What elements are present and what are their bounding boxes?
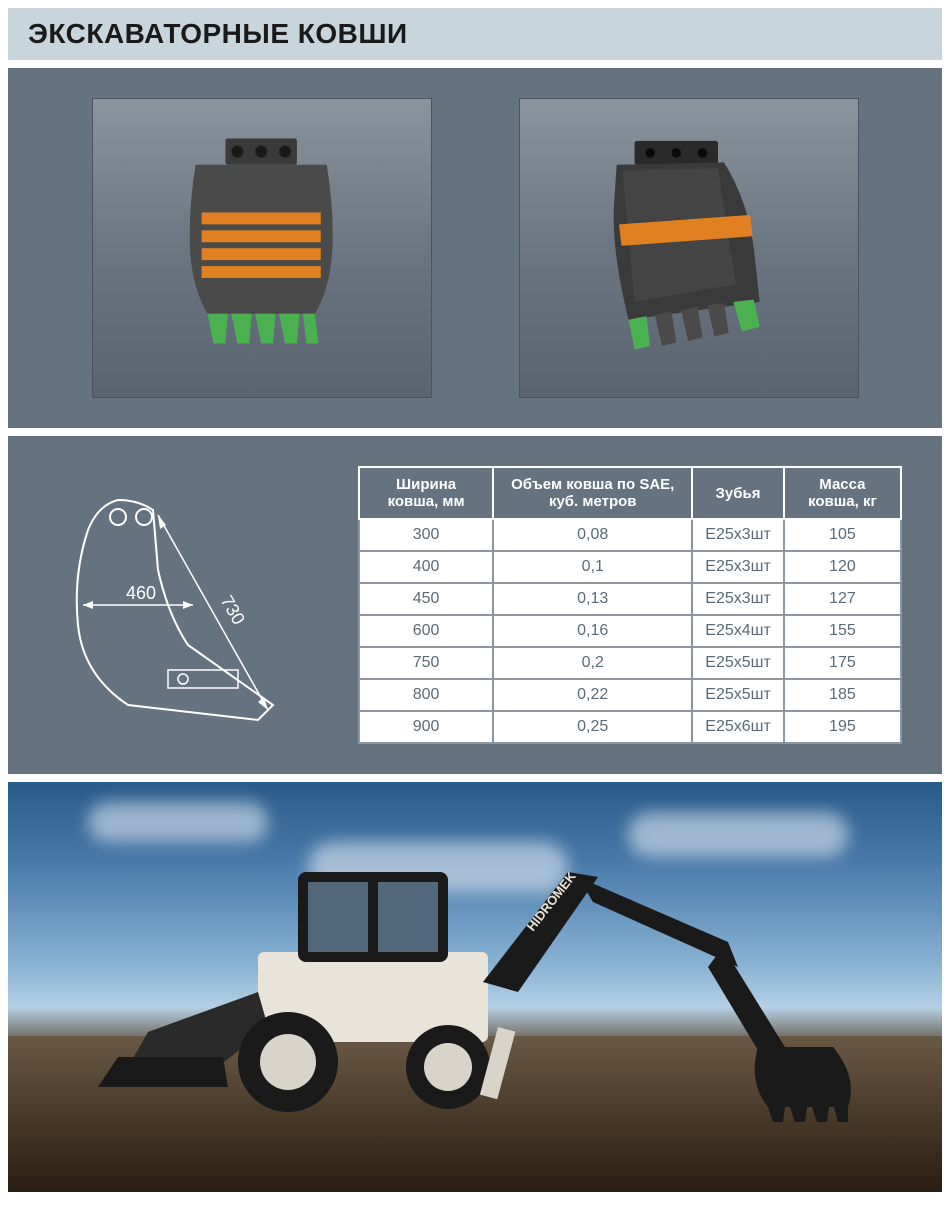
col-teeth: Зубья — [692, 467, 784, 519]
page-title: ЭКСКАВАТОРНЫЕ КОВШИ — [28, 18, 922, 50]
col-width: Ширина ковша, мм — [359, 467, 493, 519]
page-header: ЭКСКАВАТОРНЫЕ КОВШИ — [8, 8, 942, 60]
table-row: 800 0,22 E25x5шт 185 — [359, 679, 901, 711]
bucket-perspective-render — [519, 98, 859, 398]
backhoe-loader-icon: HIDROMEK — [88, 832, 868, 1132]
table-row: 750 0,2 E25x5шт 175 — [359, 647, 901, 679]
spec-section: 460 730 Ширина ковша, мм Объем ковша по … — [8, 436, 942, 774]
spec-table: Ширина ковша, мм Объем ковша по SAE, куб… — [358, 466, 902, 744]
table-row: 900 0,25 E25x6шт 195 — [359, 711, 901, 743]
table-row: 400 0,1 E25x3шт 120 — [359, 551, 901, 583]
table-row: 450 0,13 E25x3шт 127 — [359, 583, 901, 615]
bucket-front-render — [92, 98, 432, 398]
col-mass: Масса ковша, кг — [784, 467, 901, 519]
bucket-front-icon — [126, 129, 396, 367]
dim-horizontal-label: 460 — [126, 583, 156, 603]
table-header-row: Ширина ковша, мм Объем ковша по SAE, куб… — [359, 467, 901, 519]
product-photo: HIDROMEK — [8, 782, 942, 1192]
table-row: 600 0,16 E25x4шт 155 — [359, 615, 901, 647]
dim-diagonal-label: 730 — [217, 592, 249, 628]
table-row: 300 0,08 E25x3шт 105 — [359, 519, 901, 551]
dimension-diagram: 460 730 — [48, 475, 328, 735]
product-images-section — [8, 68, 942, 428]
bucket-perspective-icon — [553, 129, 823, 367]
col-volume: Объем ковша по SAE, куб. метров — [493, 467, 692, 519]
